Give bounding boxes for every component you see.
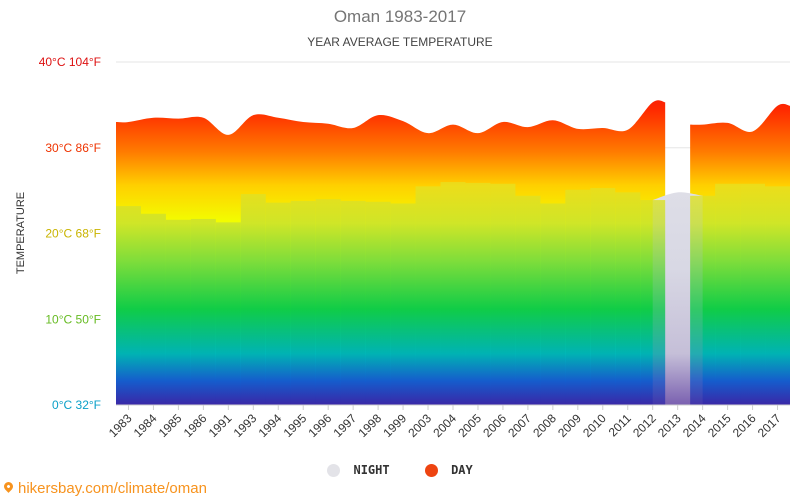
night-area-1995 [290,200,316,405]
night-area-1997 [340,200,366,405]
y-tick-label-10: 10°C 50°F [45,312,101,326]
night-area-2014 [690,195,716,405]
x-tick-label-2004: 2004 [430,411,459,440]
x-tick-label-1999: 1999 [380,411,409,440]
x-tick-label-2003: 2003 [405,411,434,440]
x-tick-label-2014: 2014 [680,411,709,440]
night-area-2012 [640,200,666,405]
x-tick-labels: 1983198419851986199119931994199519961997… [106,411,784,440]
x-tick-label-1998: 1998 [355,411,384,440]
night-area-2007 [515,195,541,405]
night-area-1999 [390,203,416,405]
night-area-2006 [490,183,516,405]
y-tick-label-20: 20°C 68°F [45,227,101,241]
chart-title: Oman 1983-2017 [333,7,467,26]
series-areas [116,100,790,406]
night-area-2011 [615,192,641,405]
axes [116,404,790,410]
x-tick-label-2007: 2007 [505,411,534,440]
x-tick-label-2006: 2006 [480,411,509,440]
night-area-1986 [190,218,216,405]
night-area-1996 [315,199,341,405]
x-tick-label-2011: 2011 [606,411,634,439]
night-area-2010 [590,188,616,405]
night-area-1983 [116,206,141,405]
x-tick-label-1993: 1993 [231,411,260,440]
legend: NIGHT DAY [0,462,800,477]
legend-label-night: NIGHT [353,462,390,477]
legend-label-day: DAY [451,462,473,477]
night-area-2009 [565,189,591,405]
legend-item-day[interactable]: DAY [424,462,473,477]
night-area-1991 [215,222,241,405]
x-tick-label-2012: 2012 [630,411,659,440]
source-link-text: hikersbay.com/climate/oman [18,480,207,497]
night-area-1998 [365,201,391,405]
night-area-2008 [540,203,566,405]
y-tick-label-40: 40°C 104°F [39,55,101,69]
x-tick-label-2015: 2015 [705,411,734,440]
night-area-1994 [265,202,291,405]
x-tick-label-2008: 2008 [530,411,559,440]
x-tick-label-1995: 1995 [281,411,310,440]
x-tick-label-1986: 1986 [181,411,210,440]
x-tick-label-2005: 2005 [455,411,484,440]
night-area-2005 [465,182,491,405]
night-area-1984 [140,213,166,405]
y-axis-label: TEMPERATURE [15,192,27,274]
x-tick-label-2009: 2009 [555,411,584,440]
x-tick-label-1983: 1983 [106,411,135,440]
chart-subtitle: YEAR AVERAGE TEMPERATURE [307,35,493,49]
x-tick-label-2017: 2017 [755,411,784,440]
x-tick-label-1997: 1997 [330,411,359,440]
legend-item-night[interactable]: NIGHT [327,462,390,477]
day-swatch-icon [424,463,438,477]
location-pin-icon [2,480,15,493]
night-area-2017 [765,186,790,405]
night-swatch-icon [327,463,341,477]
x-tick-label-1994: 1994 [256,411,285,440]
x-tick-label-1996: 1996 [306,411,335,440]
y-tick-labels: 0°C 32°F 10°C 50°F 20°C 68°F 30°C 86°F 40°C … [39,55,101,412]
y-tick-label-30: 30°C 86°F [45,141,101,155]
x-tick-label-2013: 2013 [655,411,684,440]
night-area-2016 [740,183,766,405]
x-tick-label-2010: 2010 [580,411,609,440]
x-tick-label-1984: 1984 [131,411,160,440]
y-tick-label-0: 0°C 32°F [52,398,101,412]
x-tick-label-1991: 1991 [206,411,235,440]
night-area-2015 [715,183,741,405]
x-tick-label-2016: 2016 [730,411,759,440]
night-area-1985 [165,219,191,405]
night-area-2004 [440,182,466,405]
night-area-2003 [415,186,441,405]
source-link[interactable]: hikersbay.com/climate/oman [2,480,207,497]
x-tick-label-1985: 1985 [156,411,185,440]
night-area-1993 [240,194,266,405]
